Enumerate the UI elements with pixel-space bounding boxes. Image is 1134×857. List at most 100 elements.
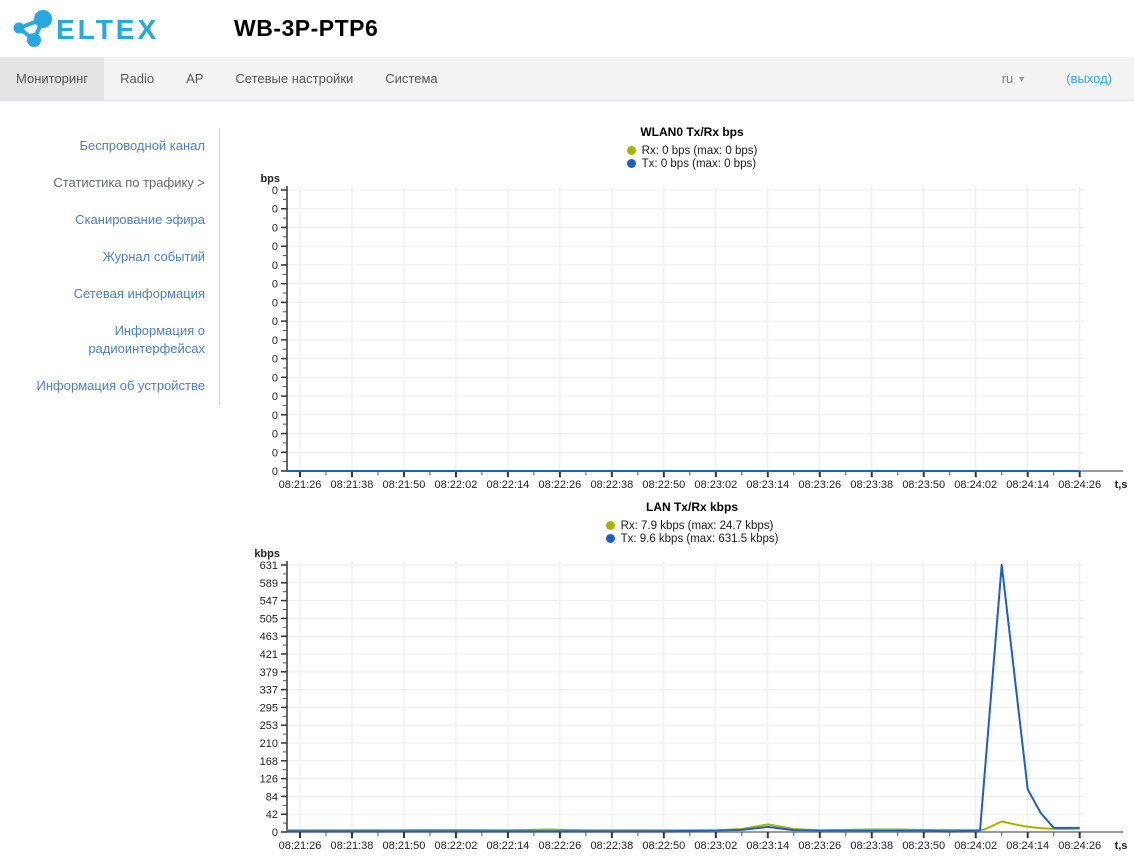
svg-text:0: 0 — [272, 297, 278, 309]
svg-text:t,s: t,s — [1115, 479, 1128, 491]
nav-tabs: Мониторинг Radio AP Сетевые настройки Систем… — [0, 57, 454, 100]
device-title: WB-3P-PTP6 — [234, 15, 379, 41]
svg-text:295: 295 — [260, 702, 278, 714]
svg-text:210: 210 — [260, 738, 278, 750]
svg-text:168: 168 — [260, 756, 278, 768]
svg-text:0: 0 — [272, 447, 278, 459]
eltex-logo: ELTEX — [10, 8, 178, 50]
legend-dot-icon — [626, 146, 636, 155]
svg-text:337: 337 — [260, 685, 278, 697]
legend-item-tx: Tx: 9.6 kbps (max: 631.5 kbps) — [605, 532, 779, 545]
svg-text:421: 421 — [260, 649, 278, 661]
svg-text:08:22:14: 08:22:14 — [486, 840, 529, 852]
legend-item-rx: Rx: 7.9 kbps (max: 24.7 kbps) — [605, 519, 779, 532]
svg-text:0: 0 — [272, 185, 278, 197]
svg-text:84: 84 — [266, 791, 278, 803]
svg-text:08:22:14: 08:22:14 — [486, 479, 529, 491]
svg-text:08:22:26: 08:22:26 — [538, 479, 581, 491]
svg-text:08:23:02: 08:23:02 — [694, 840, 737, 852]
svg-text:253: 253 — [260, 720, 278, 732]
sidebar-item[interactable]: Сканирование эфира — [75, 212, 205, 227]
svg-text:08:23:02: 08:23:02 — [694, 479, 737, 491]
sidebar-item[interactable]: Информация о радиоинтерфейсах — [88, 323, 205, 356]
svg-text:08:23:26: 08:23:26 — [798, 840, 841, 852]
legend-item-tx: Tx: 0 bps (max: 0 bps) — [626, 157, 758, 170]
sidebar-item[interactable]: Сетевая информация — [73, 286, 205, 301]
svg-text:bps: bps — [260, 173, 280, 185]
eltex-logo-text: ELTEX — [56, 14, 159, 45]
svg-text:0: 0 — [272, 279, 278, 291]
chart-plot: 631 589 547 505 463 421 379 337 295 253 210 168 126 8… — [254, 548, 1128, 852]
sidebar: Беспроводной канал Статистика по трафику … — [0, 101, 220, 405]
svg-text:0: 0 — [272, 316, 278, 328]
legend-item-rx: Rx: 0 bps (max: 0 bps) — [626, 144, 758, 157]
svg-text:379: 379 — [260, 667, 278, 679]
svg-text:08:22:50: 08:22:50 — [642, 479, 685, 491]
svg-text:08:23:14: 08:23:14 — [746, 840, 789, 852]
svg-text:08:22:38: 08:22:38 — [590, 840, 633, 852]
svg-text:0: 0 — [272, 466, 278, 478]
chart-block-1: LAN Tx/Rx kbps Rx: 7.9 kbps (max: 24.7 kb… — [250, 500, 1134, 857]
legend-label: Rx: 0 bps (max: 0 bps) — [641, 144, 758, 157]
svg-text:08:24:02: 08:24:02 — [954, 479, 997, 491]
svg-text:0: 0 — [272, 260, 278, 272]
svg-text:08:23:26: 08:23:26 — [798, 479, 841, 491]
svg-text:0: 0 — [272, 372, 278, 384]
svg-text:08:22:02: 08:22:02 — [435, 479, 478, 491]
svg-text:08:24:14: 08:24:14 — [1006, 479, 1049, 491]
navbar: Мониторинг Radio AP Сетевые настройки Систем… — [0, 57, 1134, 101]
content: Беспроводной канал Статистика по трафику … — [0, 101, 1134, 857]
sidebar-item[interactable]: Журнал событий — [102, 249, 205, 264]
sidebar-item[interactable]: Информация об устройстве — [36, 378, 205, 393]
chart-legend: Rx: 7.9 kbps (max: 24.7 kbps) Tx: 9.6 kbp… — [250, 519, 1134, 545]
tab-Сетевые настройки[interactable]: Сетевые настройки — [235, 71, 354, 86]
svg-text:547: 547 — [260, 596, 278, 608]
svg-text:08:22:26: 08:22:26 — [538, 840, 581, 852]
tab-AP[interactable]: AP — [186, 71, 204, 86]
svg-text:08:22:50: 08:22:50 — [642, 840, 685, 852]
tab-Мониторинг[interactable]: Мониторинг — [0, 57, 105, 100]
svg-text:0: 0 — [272, 335, 278, 347]
svg-text:0: 0 — [272, 204, 278, 216]
svg-text:08:22:02: 08:22:02 — [435, 840, 478, 852]
legend-dot-icon — [605, 534, 615, 543]
legend-dot-icon — [626, 159, 636, 168]
svg-text:0: 0 — [272, 391, 278, 403]
nav-right: ru ▼ (выход) — [1002, 57, 1134, 100]
svg-text:08:21:38: 08:21:38 — [331, 840, 374, 852]
legend-label: Tx: 9.6 kbps (max: 631.5 kbps) — [620, 532, 779, 545]
svg-text:08:24:02: 08:24:02 — [954, 840, 997, 852]
legend-label: Rx: 7.9 kbps (max: 24.7 kbps) — [620, 519, 774, 532]
svg-text:08:21:50: 08:21:50 — [383, 479, 426, 491]
svg-text:463: 463 — [260, 631, 278, 643]
chart-block-0: WLAN0 Tx/Rx bps Rx: 0 bps (max: 0 bps) Tx:… — [250, 125, 1134, 496]
charts-area: WLAN0 Tx/Rx bps Rx: 0 bps (max: 0 bps) Tx:… — [250, 101, 1134, 857]
svg-text:08:24:26: 08:24:26 — [1058, 840, 1101, 852]
sidebar-item[interactable]: Беспроводной канал — [79, 138, 205, 153]
svg-text:08:22:38: 08:22:38 — [590, 479, 633, 491]
svg-text:08:21:26: 08:21:26 — [279, 479, 322, 491]
sidebar-item[interactable]: Статистика по трафику > — [53, 175, 205, 190]
series-rx — [287, 820, 1080, 832]
svg-text:08:23:50: 08:23:50 — [902, 479, 945, 491]
chevron-down-icon: ▼ — [1017, 73, 1027, 84]
svg-text:631: 631 — [260, 560, 278, 572]
svg-text:t,s: t,s — [1115, 840, 1128, 852]
svg-text:0: 0 — [272, 222, 278, 234]
svg-text:0: 0 — [272, 241, 278, 253]
legend-label: Tx: 0 bps (max: 0 bps) — [641, 157, 757, 170]
chart-title: WLAN0 Tx/Rx bps — [640, 125, 744, 139]
header: ELTEX WB-3P-PTP6 — [0, 0, 1134, 57]
svg-text:08:21:26: 08:21:26 — [279, 840, 322, 852]
tab-Система[interactable]: Система — [385, 71, 438, 86]
tab-Radio[interactable]: Radio — [120, 71, 155, 86]
svg-text:08:23:38: 08:23:38 — [850, 840, 893, 852]
language-selector[interactable]: ru ▼ — [1002, 71, 1026, 86]
svg-text:08:21:38: 08:21:38 — [331, 479, 374, 491]
language-label: ru — [1001, 71, 1014, 86]
svg-text:08:24:14: 08:24:14 — [1006, 840, 1049, 852]
svg-text:0: 0 — [272, 429, 278, 441]
logout-link[interactable]: (выход) — [1066, 71, 1112, 86]
